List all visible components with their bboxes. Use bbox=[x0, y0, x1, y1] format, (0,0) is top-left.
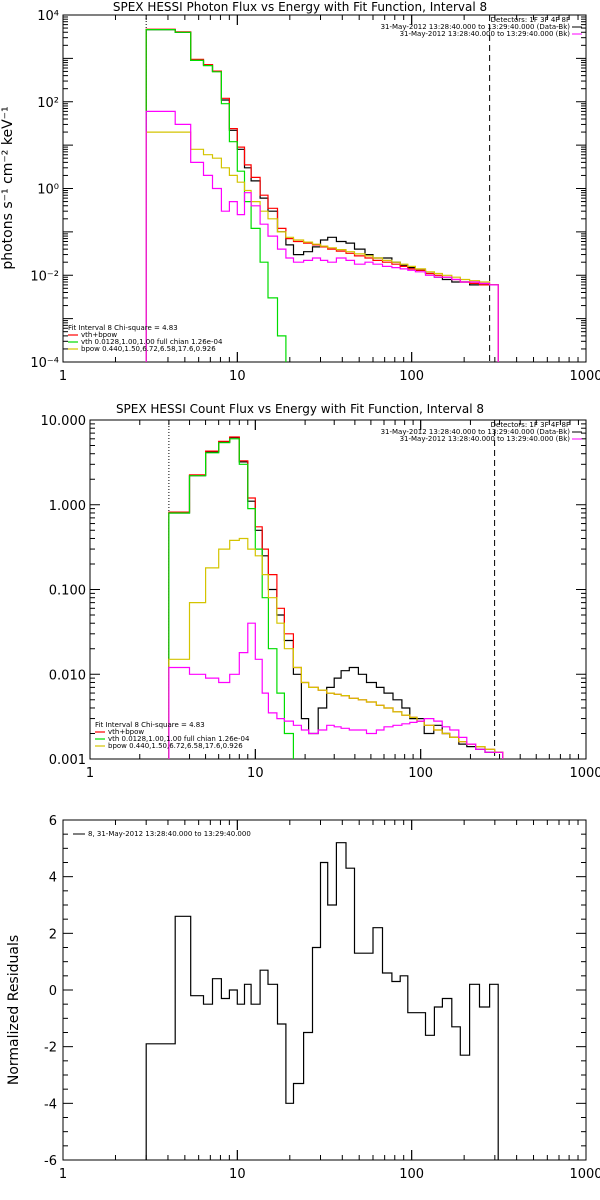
legend-text: Detectors: 1F 3F 4F 8F bbox=[491, 421, 570, 429]
x-tick-label: 1000 bbox=[569, 1167, 600, 1182]
x-tick-label: 100 bbox=[399, 1167, 424, 1182]
y-axis-label: photons s⁻¹ cm⁻² keV⁻¹ bbox=[0, 106, 16, 269]
fit-legend-item: bpow 0.440,1.50,6.72,6.58,17.6,0.926 bbox=[81, 345, 216, 353]
series-vth bbox=[145, 29, 287, 362]
fit-legend-item: vth 0.0128,1.00,1.00 full chian 1.26e-04 bbox=[81, 338, 223, 346]
series-bpow bbox=[145, 131, 499, 362]
y-tick-label: 0.100 bbox=[49, 584, 86, 599]
series-vth-bpow bbox=[168, 436, 504, 759]
fit-legend-header: Fit Interval 8 Chi-square = 4.83 bbox=[95, 721, 205, 729]
legend-text: 31-May-2012 13:28:40.000 to 13:29:40.000… bbox=[381, 428, 571, 436]
chart-title: SPEX HESSI Photon Flux vs Energy with Fi… bbox=[113, 0, 487, 14]
series-bk bbox=[168, 622, 504, 759]
series-vth bbox=[168, 438, 294, 759]
x-tick-label: 1000 bbox=[569, 766, 600, 781]
x-tick-label: 10 bbox=[247, 766, 264, 781]
series-residuals bbox=[145, 842, 499, 1160]
legend-text: 31-May-2012 13:28:40.000 to 13:29:40.000… bbox=[400, 435, 571, 443]
x-tick-label: 10 bbox=[229, 1167, 246, 1182]
y-tick-label: 10² bbox=[37, 96, 59, 111]
y-tick-label: 10⁻² bbox=[30, 269, 59, 284]
panel-1 bbox=[62, 14, 587, 363]
panel-2 bbox=[89, 419, 587, 760]
x-tick-label: 1 bbox=[59, 369, 67, 384]
y-tick-label: 6 bbox=[49, 814, 57, 829]
y-tick-label: 0.001 bbox=[49, 753, 86, 768]
series-bk bbox=[145, 110, 499, 362]
y-tick-label: 0.010 bbox=[49, 668, 86, 683]
legend-text: 31-May-2012 13:28:40.000 to 13:29:40.000… bbox=[400, 30, 571, 38]
x-tick-label: 1 bbox=[86, 766, 94, 781]
panel-3 bbox=[62, 819, 587, 1161]
x-tick-label: 1 bbox=[59, 1167, 67, 1182]
plot-frame bbox=[62, 14, 587, 363]
y-tick-label: 4 bbox=[49, 871, 57, 886]
y-tick-label: 1.000 bbox=[49, 499, 86, 514]
series-bpow bbox=[168, 537, 504, 759]
chart-title: SPEX HESSI Count Flux vs Energy with Fit… bbox=[116, 402, 484, 416]
plot-frame bbox=[89, 419, 587, 760]
fit-legend-item: vth 0.0128,1.00,1.00 full chian 1.26e-04 bbox=[108, 735, 250, 743]
y-tick-label: 10⁴ bbox=[37, 9, 59, 24]
y-tick-label: 10⁰ bbox=[37, 183, 59, 198]
y-tick-label: -6 bbox=[44, 1154, 57, 1169]
x-tick-label: 10 bbox=[229, 369, 246, 384]
series-vth-bpow bbox=[145, 28, 499, 362]
y-tick-label: 2 bbox=[49, 927, 57, 942]
x-tick-label: 100 bbox=[408, 766, 433, 781]
y-tick-label: 0 bbox=[49, 984, 57, 999]
residuals-legend-text: 8, 31-May-2012 13:28:40.000 to 13:29:40.… bbox=[88, 830, 251, 838]
x-tick-label: 100 bbox=[399, 369, 424, 384]
series-data-bk bbox=[168, 437, 504, 759]
y-tick-label: 10.000 bbox=[41, 414, 87, 429]
legend-text: Detectors: 1F 3F 4F 8F bbox=[491, 16, 570, 24]
x-tick-label: 1000 bbox=[569, 369, 600, 384]
series-data-bk bbox=[145, 29, 499, 362]
fit-legend-item: vth+bpow bbox=[108, 728, 144, 736]
fit-legend-header: Fit Interval 8 Chi-square = 4.83 bbox=[68, 324, 178, 332]
fit-legend-item: bpow 0.440,1.50,6.72,6.58,17.6,0.926 bbox=[108, 742, 243, 750]
legend-text: 31-May-2012 13:28:40.000 to 13:29:40.000… bbox=[381, 23, 571, 31]
y-tick-label: -2 bbox=[44, 1041, 57, 1056]
plot-frame bbox=[62, 819, 587, 1161]
fit-legend-item: vth+bpow bbox=[81, 331, 117, 339]
y-axis-label: Normalized Residuals bbox=[6, 935, 22, 1085]
y-tick-label: -4 bbox=[44, 1097, 57, 1112]
y-tick-label: 10⁻⁴ bbox=[30, 356, 59, 371]
